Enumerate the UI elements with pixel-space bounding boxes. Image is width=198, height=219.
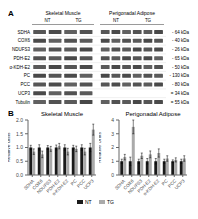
svg-text:α-KDH-E2: α-KDH-E2: [142, 178, 160, 196]
svg-text:α-KDH-E2: α-KDH-E2: [51, 178, 69, 196]
svg-text:Skeletal Muscle: Skeletal Muscle: [41, 111, 84, 117]
svg-text:COX6: COX6: [18, 38, 31, 43]
svg-text:Relative units: Relative units: [8, 132, 11, 163]
svg-text:= 34 kDa: = 34 kDa: [171, 91, 190, 96]
svg-text:PC: PC: [160, 178, 169, 187]
svg-text:2.0: 2.0: [16, 117, 23, 123]
svg-text:1.5: 1.5: [16, 131, 23, 137]
svg-text:= 55 kDa: = 55 kDa: [171, 100, 190, 105]
svg-text:NDUFS3: NDUFS3: [126, 178, 144, 195]
svg-text:PCC: PCC: [20, 82, 30, 87]
svg-text:COX6: COX6: [122, 178, 135, 191]
svg-text:0: 0: [111, 172, 114, 178]
svg-text:NT: NT: [113, 18, 119, 23]
svg-text:1: 1: [111, 158, 114, 164]
svg-text:PC: PC: [24, 73, 31, 78]
svg-text:UCP3: UCP3: [83, 178, 95, 190]
svg-text:- 65 kDa: - 65 kDa: [172, 56, 190, 61]
svg-text:α-KDH-E2: α-KDH-E2: [9, 65, 30, 70]
svg-text:B: B: [8, 109, 14, 117]
svg-text:- 130 kDa: - 130 kDa: [169, 73, 189, 78]
svg-text:A: A: [8, 9, 14, 18]
svg-text:COX6: COX6: [31, 178, 44, 191]
svg-text:UCP3: UCP3: [174, 178, 186, 190]
svg-text:NT: NT: [85, 199, 92, 205]
svg-text:UCP3: UCP3: [18, 91, 31, 96]
svg-text:1.0: 1.0: [16, 144, 23, 150]
svg-text:0.5: 0.5: [16, 158, 23, 164]
svg-text:PDH-E2: PDH-E2: [13, 56, 30, 61]
svg-text:TG: TG: [107, 199, 114, 205]
svg-text:PCC: PCC: [76, 178, 87, 189]
svg-text:TG: TG: [75, 18, 82, 23]
svg-text:- 50 kDa: - 50 kDa: [172, 65, 190, 70]
svg-text:SDHA: SDHA: [17, 30, 30, 35]
svg-text:Tubulin: Tubulin: [15, 100, 30, 105]
svg-text:SDHA: SDHA: [113, 178, 127, 191]
svg-text:NDUFS3: NDUFS3: [12, 47, 30, 52]
svg-text:Perigonadal Adipose: Perigonadal Adipose: [109, 10, 155, 16]
svg-text:- 80 kDa: - 80 kDa: [172, 82, 190, 87]
svg-text:- 40 kDa: - 40 kDa: [172, 38, 190, 43]
svg-text:TG: TG: [145, 18, 152, 23]
svg-text:Skeletal Muscle: Skeletal Muscle: [45, 10, 80, 16]
svg-text:NDUFS3: NDUFS3: [35, 178, 53, 195]
svg-text:PC: PC: [69, 178, 78, 187]
svg-text:PCC: PCC: [167, 178, 178, 189]
svg-text:4: 4: [111, 117, 114, 123]
svg-text:Relative Units: Relative Units: [99, 132, 102, 163]
svg-text:PDH-E2: PDH-E2: [136, 178, 152, 194]
svg-text:Perigonadal Adipose: Perigonadal Adipose: [125, 111, 181, 117]
svg-text:2: 2: [111, 144, 114, 150]
svg-text:- 64 kDa: - 64 kDa: [172, 30, 190, 35]
svg-text:- 26 kDa: - 26 kDa: [172, 47, 190, 52]
svg-text:NT: NT: [45, 18, 51, 23]
svg-text:PDH-E2: PDH-E2: [45, 178, 61, 194]
svg-text:0.0: 0.0: [16, 172, 23, 178]
svg-text:SDHA: SDHA: [22, 178, 36, 191]
svg-text:3: 3: [111, 131, 114, 137]
